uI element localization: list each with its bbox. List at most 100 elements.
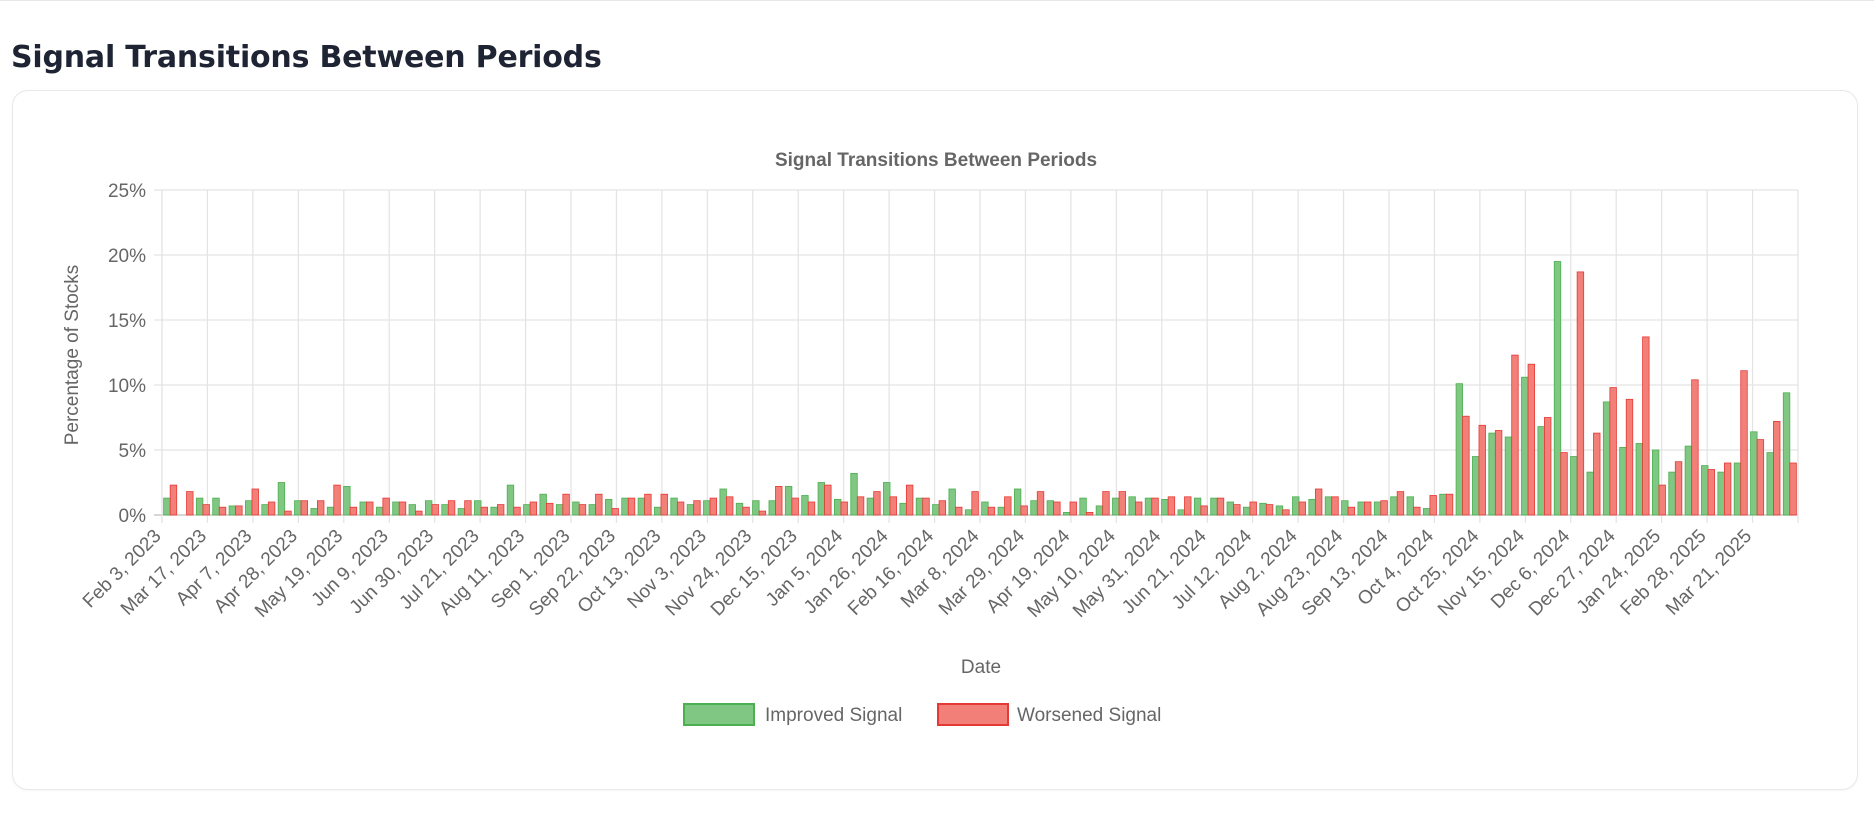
bar-worsened[interactable]: [726, 496, 734, 516]
bar-worsened[interactable]: [840, 501, 848, 516]
bar-worsened[interactable]: [235, 505, 243, 516]
bar-worsened[interactable]: [955, 506, 963, 516]
bar-improved[interactable]: [784, 485, 793, 516]
bar-worsened[interactable]: [1380, 500, 1388, 516]
bar-improved[interactable]: [1259, 502, 1267, 516]
bar-worsened[interactable]: [595, 493, 603, 516]
bar-worsened[interactable]: [366, 501, 374, 516]
bar-improved[interactable]: [883, 482, 891, 516]
bar-worsened[interactable]: [1314, 488, 1323, 516]
bar-improved[interactable]: [310, 508, 318, 516]
bar-improved[interactable]: [1193, 497, 1202, 516]
bar-worsened[interactable]: [824, 484, 832, 516]
bar-improved[interactable]: [1063, 512, 1071, 516]
bar-improved[interactable]: [1504, 436, 1513, 516]
bar-improved[interactable]: [375, 506, 384, 516]
bar-worsened[interactable]: [1184, 496, 1192, 516]
bar-improved[interactable]: [1373, 501, 1382, 516]
bar-improved[interactable]: [1586, 471, 1594, 516]
bar-improved[interactable]: [261, 504, 269, 516]
bar-improved[interactable]: [359, 501, 367, 516]
bar-improved[interactable]: [1701, 465, 1709, 516]
bar-worsened[interactable]: [202, 504, 210, 516]
bar-worsened[interactable]: [1560, 452, 1568, 516]
bar-improved[interactable]: [343, 485, 351, 516]
bar-improved[interactable]: [245, 500, 253, 516]
bar-improved[interactable]: [1406, 496, 1414, 516]
bar-improved[interactable]: [654, 506, 662, 516]
bar-worsened[interactable]: [431, 504, 439, 516]
bar-improved[interactable]: [1439, 493, 1447, 516]
bar-improved[interactable]: [1782, 392, 1791, 516]
bar-improved[interactable]: [1684, 445, 1693, 516]
bar-improved[interactable]: [490, 506, 498, 516]
legend-item-improved[interactable]: Improved Signal: [683, 703, 902, 726]
bar-improved[interactable]: [523, 504, 531, 516]
bar-worsened[interactable]: [1347, 506, 1356, 516]
bar-improved[interactable]: [850, 472, 858, 516]
bar-worsened[interactable]: [415, 510, 423, 516]
bar-worsened[interactable]: [1511, 354, 1519, 516]
bar-worsened[interactable]: [1036, 491, 1045, 516]
bar-improved[interactable]: [981, 501, 989, 516]
bar-improved[interactable]: [1766, 452, 1774, 516]
bar-worsened[interactable]: [251, 488, 259, 516]
bar-improved[interactable]: [1128, 496, 1136, 516]
bar-worsened[interactable]: [1609, 387, 1617, 516]
bar-worsened[interactable]: [1282, 509, 1290, 516]
bar-worsened[interactable]: [1331, 496, 1339, 516]
bar-worsened[interactable]: [333, 484, 341, 516]
bar-improved[interactable]: [1210, 497, 1218, 516]
bar-improved[interactable]: [1177, 509, 1185, 516]
bar-improved[interactable]: [1144, 497, 1153, 516]
bar-improved[interactable]: [1488, 432, 1496, 516]
bar-improved[interactable]: [735, 502, 744, 516]
bar-worsened[interactable]: [578, 504, 587, 516]
bar-worsened[interactable]: [284, 510, 292, 516]
bar-worsened[interactable]: [447, 500, 456, 516]
bar-improved[interactable]: [474, 500, 482, 516]
legend-item-worsened[interactable]: Worsened Signal: [937, 703, 1161, 726]
bar-worsened[interactable]: [464, 500, 472, 516]
bar-worsened[interactable]: [775, 485, 783, 516]
bar-improved[interactable]: [817, 482, 825, 516]
bar-improved[interactable]: [768, 500, 776, 516]
bar-improved[interactable]: [572, 501, 580, 516]
bar-improved[interactable]: [1619, 446, 1627, 516]
bar-worsened[interactable]: [1674, 461, 1683, 516]
bar-improved[interactable]: [866, 497, 875, 516]
bar-worsened[interactable]: [742, 506, 750, 516]
bar-worsened[interactable]: [1167, 496, 1176, 516]
bar-worsened[interactable]: [1789, 462, 1797, 516]
bar-improved[interactable]: [1308, 498, 1316, 516]
bar-worsened[interactable]: [1478, 424, 1486, 516]
bar-worsened[interactable]: [660, 493, 668, 516]
bar-improved[interactable]: [948, 488, 956, 516]
bar-worsened[interactable]: [758, 510, 767, 516]
bar-improved[interactable]: [1095, 505, 1104, 516]
bar-improved[interactable]: [670, 497, 678, 516]
bar-worsened[interactable]: [1494, 430, 1503, 516]
bar-improved[interactable]: [899, 502, 907, 516]
bar-improved[interactable]: [604, 498, 613, 516]
bar-worsened[interactable]: [1053, 501, 1061, 516]
bar-worsened[interactable]: [807, 501, 816, 516]
bar-improved[interactable]: [1324, 496, 1333, 516]
bar-improved[interactable]: [1553, 261, 1562, 516]
bar-improved[interactable]: [964, 509, 973, 516]
bar-improved[interactable]: [1242, 506, 1251, 516]
bar-worsened[interactable]: [546, 502, 554, 516]
bar-worsened[interactable]: [627, 497, 636, 516]
bar-improved[interactable]: [719, 488, 727, 516]
bar-worsened[interactable]: [1364, 501, 1372, 516]
bar-improved[interactable]: [997, 506, 1005, 516]
bar-worsened[interactable]: [1691, 379, 1699, 516]
bar-worsened[interactable]: [889, 496, 897, 516]
bar-improved[interactable]: [752, 500, 760, 516]
bar-improved[interactable]: [277, 482, 286, 516]
bar-improved[interactable]: [1161, 498, 1169, 516]
bar-worsened[interactable]: [480, 506, 488, 516]
bar-worsened[interactable]: [791, 497, 799, 516]
bar-improved[interactable]: [621, 497, 629, 516]
bar-worsened[interactable]: [218, 506, 227, 516]
